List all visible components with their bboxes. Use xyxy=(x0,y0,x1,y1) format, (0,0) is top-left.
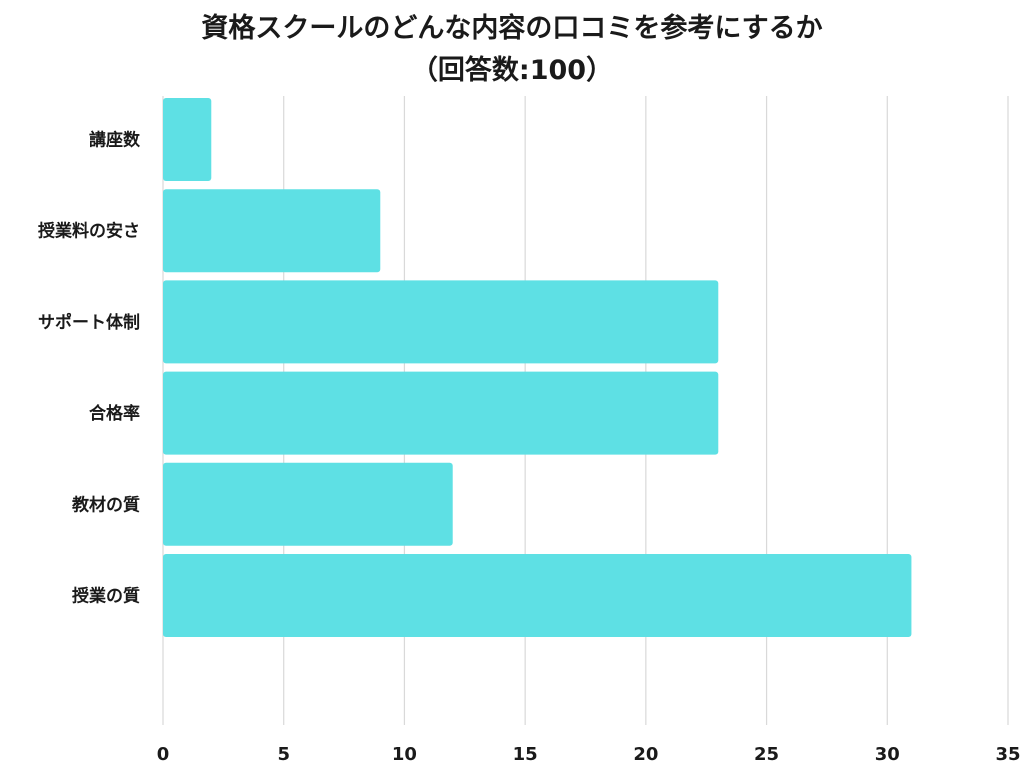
category-label: 教材の質 xyxy=(71,494,140,515)
category-label: 授業料の安さ xyxy=(38,221,140,242)
x-tick-label: 0 xyxy=(157,744,170,765)
x-tick-label: 25 xyxy=(754,744,779,765)
chart-title-block: 資格スクールのどんな内容の口コミを参考にするか （回答数:100） xyxy=(0,8,1024,92)
category-label: 授業の質 xyxy=(72,586,140,607)
bars xyxy=(163,98,912,637)
chart-title: 資格スクールのどんな内容の口コミを参考にするか xyxy=(201,13,823,44)
x-tick-labels: 0 5 10 15 20 25 30 35 xyxy=(157,744,1021,765)
x-tick-label: 15 xyxy=(513,744,538,765)
bar xyxy=(163,189,381,273)
bar xyxy=(163,554,912,637)
x-tick-label: 30 xyxy=(875,744,900,765)
bar xyxy=(163,462,453,546)
x-tick-label: 20 xyxy=(633,744,658,765)
chart-subtitle: （回答数:100） xyxy=(410,55,614,86)
x-tick-label: 35 xyxy=(995,744,1020,765)
bar xyxy=(163,280,719,364)
category-label: サポート体制 xyxy=(38,312,140,333)
x-tick-label: 5 xyxy=(277,744,290,765)
bar xyxy=(163,371,719,455)
category-label: 講座数 xyxy=(89,130,141,151)
bar xyxy=(163,98,212,181)
category-label: 合格率 xyxy=(89,403,140,424)
x-tick-label: 10 xyxy=(392,744,417,765)
